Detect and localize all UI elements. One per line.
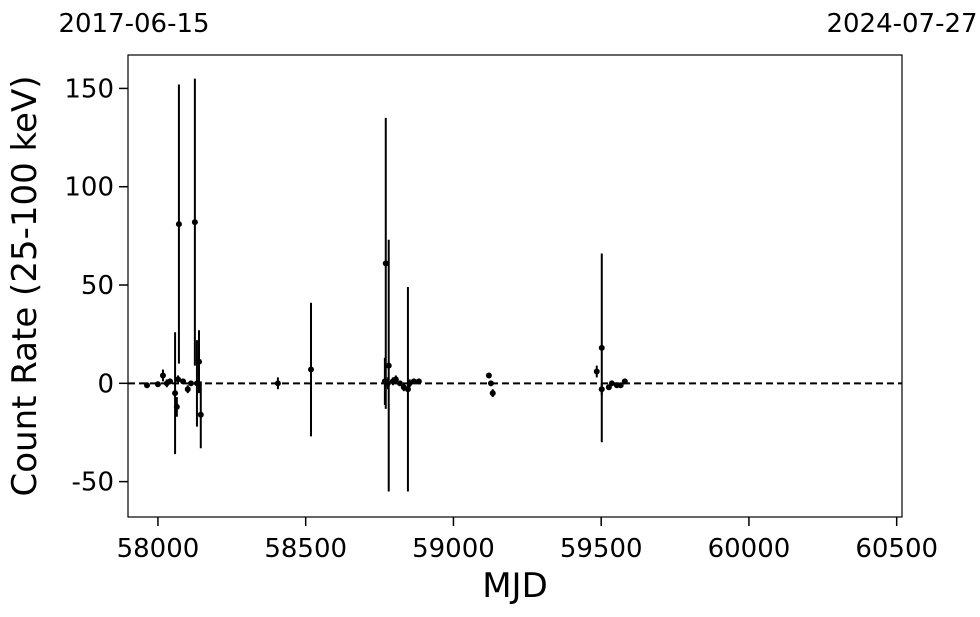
y-tick-label: 150	[64, 74, 114, 104]
data-point	[593, 368, 600, 375]
data-point	[184, 386, 191, 393]
y-tick-label: -50	[72, 468, 114, 498]
data-point	[410, 378, 417, 385]
data-point	[396, 380, 403, 387]
data-point	[167, 378, 174, 385]
data-point	[180, 378, 187, 385]
data-point	[188, 380, 195, 387]
x-axis-label: MJD	[482, 566, 548, 606]
y-tick-label: 100	[64, 173, 114, 203]
data-point	[159, 372, 166, 379]
data-point	[175, 221, 182, 228]
top-label: 2024-07-27	[826, 9, 977, 39]
y-axis-label: Count Rate (25-100 keV)	[5, 76, 45, 497]
x-tick-label: 60000	[708, 534, 791, 564]
data-point	[382, 260, 389, 267]
data-point	[485, 372, 492, 379]
data-point	[608, 380, 615, 387]
data-point	[173, 403, 180, 410]
data-point	[415, 378, 422, 385]
top-label: 2017-06-15	[58, 9, 209, 39]
data-point	[489, 390, 496, 397]
data-point	[385, 362, 392, 369]
data-point	[617, 382, 624, 389]
plot-frame	[127, 54, 903, 518]
x-tick-label: 59500	[560, 534, 643, 564]
data-point	[144, 382, 151, 389]
data-point	[175, 376, 182, 383]
x-tick-label: 59000	[412, 534, 495, 564]
x-tick-label: 60500	[855, 534, 938, 564]
y-tick-label: 50	[81, 271, 114, 301]
data-point	[598, 386, 605, 393]
data-point	[196, 358, 203, 365]
data-point	[154, 381, 161, 388]
data-point	[308, 366, 315, 373]
x-tick-label: 58000	[117, 534, 200, 564]
data-point	[404, 386, 411, 393]
data-point	[191, 219, 198, 226]
y-tick-label: 0	[97, 369, 114, 399]
data-point	[274, 380, 281, 387]
data-point	[172, 390, 179, 397]
x-tick-label: 58500	[264, 534, 347, 564]
data-point	[392, 376, 399, 383]
data-point	[487, 380, 494, 387]
data-point	[621, 378, 628, 385]
data-point	[197, 411, 204, 418]
data-point	[598, 344, 605, 351]
